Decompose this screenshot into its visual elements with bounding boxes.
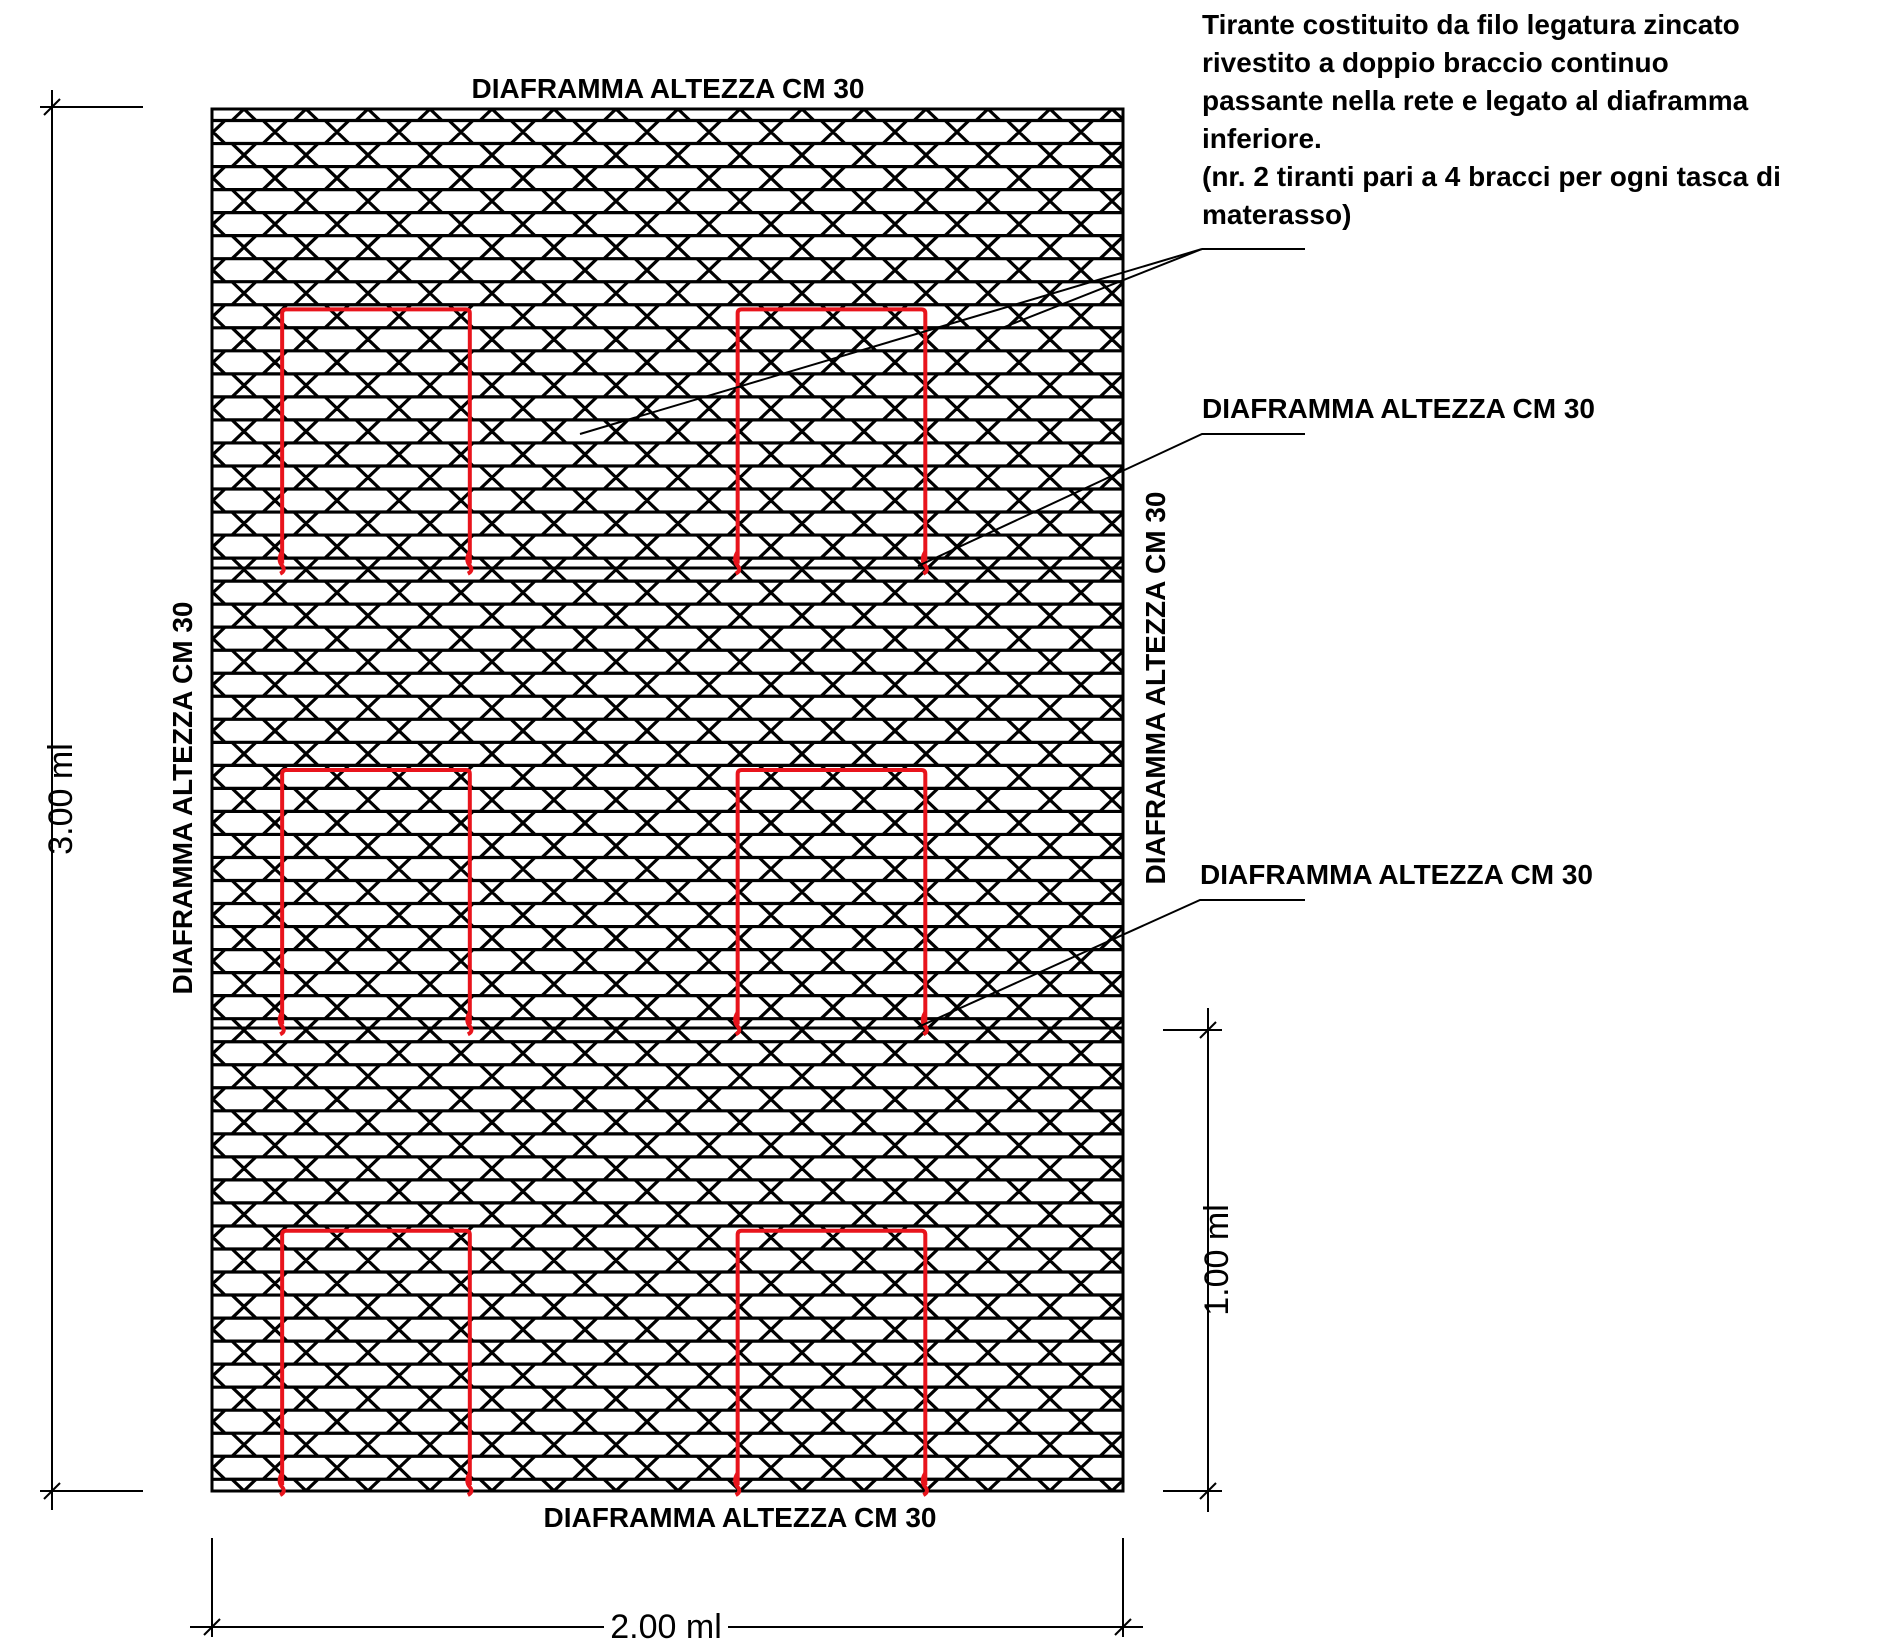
- tie-knot: [465, 1011, 474, 1037]
- mattress-outline: [210, 107, 1125, 1493]
- tie-knot: [465, 550, 474, 576]
- tie-wire: [735, 1228, 928, 1485]
- dimension-pocket-height: [1163, 1008, 1222, 1512]
- upper-diaphragm-callout: DIAFRAMMA ALTEZZA CM 30: [917, 393, 1595, 567]
- upper-diaphragm-callout-text: DIAFRAMMA ALTEZZA CM 30: [1202, 393, 1595, 424]
- tie-wire: [735, 768, 928, 1025]
- tie-wire: [280, 1228, 472, 1485]
- svg-text:Tirante costituito da filo leg: Tirante costituito da filo legatura zinc…: [1202, 9, 1789, 230]
- tie-wire: [735, 307, 928, 564]
- width-dimension-label: 2.00 ml: [610, 1608, 722, 1641]
- tie-knot: [277, 1471, 286, 1497]
- tie-rod-text-line: inferiore.: [1202, 123, 1322, 154]
- right-diaphragm-label: DIAFRAMMA ALTEZZA CM 30: [1140, 492, 1171, 885]
- tie-rod-text-line: passante nella rete e legato al diaframm…: [1202, 85, 1749, 116]
- tie-knot: [920, 550, 929, 576]
- tie-rod-text-line: rivestito a doppio braccio continuo: [1202, 47, 1669, 78]
- pocket-height-dimension-label: 1.00 ml: [1198, 1204, 1236, 1316]
- tie-knot: [920, 1471, 929, 1497]
- tie-knot: [733, 550, 742, 576]
- lower-diaphragm-callout: DIAFRAMMA ALTEZZA CM 30: [915, 859, 1593, 1029]
- tie-rod-text-line: (nr. 2 tiranti pari a 4 bracci per ogni …: [1202, 161, 1781, 192]
- tie-wire: [280, 768, 472, 1025]
- bottom-diaphragm-label: DIAFRAMMA ALTEZZA CM 30: [544, 1502, 937, 1533]
- tie-knot: [733, 1011, 742, 1037]
- lower-diaphragm-callout-text: DIAFRAMMA ALTEZZA CM 30: [1200, 859, 1593, 890]
- tie-rod-leader-lines: [579, 248, 1305, 435]
- tie-rod-text-line: materasso): [1202, 199, 1351, 230]
- left-diaphragm-label: DIAFRAMMA ALTEZZA CM 30: [167, 602, 198, 995]
- dimension-total-height: [40, 90, 143, 1510]
- tie-knot: [733, 1471, 742, 1497]
- tie-knot: [920, 1011, 929, 1037]
- width-label-mask: [604, 1610, 728, 1640]
- tie-rod-text-line: Tirante costituito da filo legatura zinc…: [1202, 9, 1740, 40]
- total-height-dimension-label: 3.00 ml: [42, 743, 80, 855]
- tie-knot: [465, 1471, 474, 1497]
- tie-rod-callout: Tirante costituito da filo legatura zinc…: [579, 9, 1789, 435]
- tie-knot: [277, 1011, 286, 1037]
- tie-wire: [280, 307, 472, 564]
- tie-wires: [277, 307, 929, 1497]
- tie-knot: [277, 550, 286, 576]
- top-diaphragm-label: DIAFRAMMA ALTEZZA CM 30: [472, 73, 865, 104]
